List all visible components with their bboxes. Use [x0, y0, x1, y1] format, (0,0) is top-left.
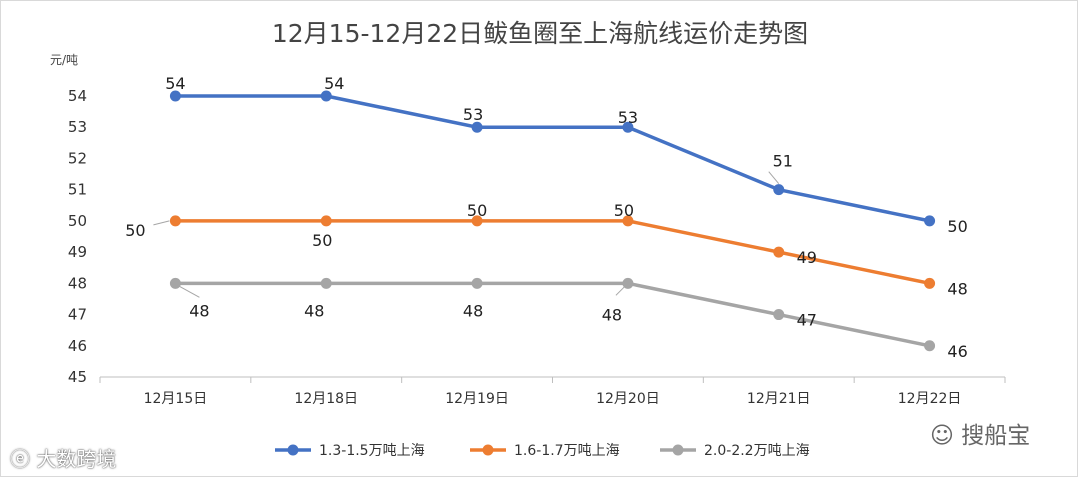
y-tick-label: 50 — [68, 212, 87, 230]
data-label: 48 — [947, 279, 967, 298]
x-tick-label: 12月20日 — [596, 391, 660, 407]
data-label: 54 — [165, 74, 185, 93]
y-tick-label: 45 — [68, 368, 87, 386]
y-axis-unit-label: 元/吨 — [50, 53, 78, 67]
data-label: 50 — [467, 201, 487, 220]
series-layer — [169, 90, 936, 352]
legend-marker — [482, 444, 494, 456]
watermark-left: ⓔ 大数跨境 — [10, 447, 117, 471]
x-tick-label: 12月18日 — [294, 391, 358, 407]
data-label: 53 — [463, 105, 483, 124]
data-point — [622, 277, 634, 289]
legend-marker — [287, 444, 299, 456]
data-label: 54 — [324, 74, 344, 93]
series-line-1 — [175, 94, 930, 223]
legend-label: 1.3-1.5万吨上海 — [319, 443, 425, 459]
data-label: 48 — [602, 305, 622, 324]
data-label: 50 — [947, 217, 967, 236]
y-tick-label: 47 — [68, 306, 87, 324]
label-leader-line — [179, 285, 200, 298]
data-label: 49 — [797, 248, 817, 267]
watermark-logo-icon: ⓔ — [10, 447, 30, 471]
data-point — [773, 246, 785, 258]
x-axis: 12月15日 12月18日 12月19日 12月20日 12月21日 12月22日 — [99, 376, 1006, 407]
data-label: 50 — [614, 201, 634, 220]
data-point — [471, 121, 483, 133]
data-point — [471, 215, 483, 227]
y-axis-ticks: 45 46 47 48 49 50 51 52 53 54 — [68, 87, 87, 386]
data-label: 46 — [947, 342, 967, 361]
data-label: 50 — [312, 231, 332, 250]
y-tick-label: 54 — [68, 87, 87, 105]
data-point — [924, 215, 936, 227]
x-tick-label: 12月19日 — [445, 391, 509, 407]
data-label: 48 — [304, 301, 324, 320]
y-tick-label: 52 — [68, 149, 87, 167]
legend-label: 2.0-2.2万吨上海 — [704, 443, 810, 459]
data-point — [320, 215, 332, 227]
data-point — [320, 90, 332, 102]
data-point — [622, 215, 634, 227]
data-label: 48 — [189, 301, 209, 320]
label-leader-line — [153, 220, 170, 226]
wechat-icon: ☺ — [930, 423, 954, 449]
data-label: 50 — [125, 221, 145, 240]
x-tick-label: 12月21日 — [747, 391, 811, 407]
data-point — [622, 121, 634, 133]
legend-label: 1.6-1.7万吨上海 — [514, 443, 620, 459]
data-label: 47 — [797, 311, 817, 330]
label-leader-line — [768, 171, 780, 184]
data-label: 53 — [618, 108, 638, 127]
data-point — [773, 309, 785, 321]
data-point — [169, 90, 181, 102]
data-label: 48 — [463, 301, 483, 320]
label-leader-line — [615, 285, 626, 296]
legend-marker — [672, 444, 684, 456]
data-label: 51 — [773, 152, 793, 171]
legend: 1.3-1.5万吨上海 1.6-1.7万吨上海 2.0-2.2万吨上海 — [275, 443, 810, 459]
data-point — [471, 277, 483, 289]
data-point — [924, 277, 936, 289]
data-point — [169, 277, 181, 289]
data-point — [169, 215, 181, 227]
series-line-2 — [175, 219, 930, 286]
data-point — [924, 340, 936, 352]
x-tick-label: 12月15日 — [144, 391, 208, 407]
chart-title: 12月15-12月22日鲅鱼圈至上海航线运价走势图 — [272, 19, 808, 48]
y-tick-label: 48 — [68, 274, 87, 292]
x-tick-label: 12月22日 — [898, 391, 962, 407]
y-tick-label: 51 — [68, 181, 87, 199]
y-tick-label: 49 — [68, 243, 87, 261]
y-tick-label: 53 — [68, 118, 87, 136]
y-tick-label: 46 — [68, 337, 87, 355]
data-point — [773, 184, 785, 196]
watermark-right: ☺ 搜船宝 — [930, 423, 1031, 449]
series-line-3 — [175, 281, 930, 348]
data-labels: 54 54 53 53 51 50 50 50 50 50 49 48 48 48 48 48 47 46 — [125, 74, 968, 361]
data-point — [320, 277, 332, 289]
